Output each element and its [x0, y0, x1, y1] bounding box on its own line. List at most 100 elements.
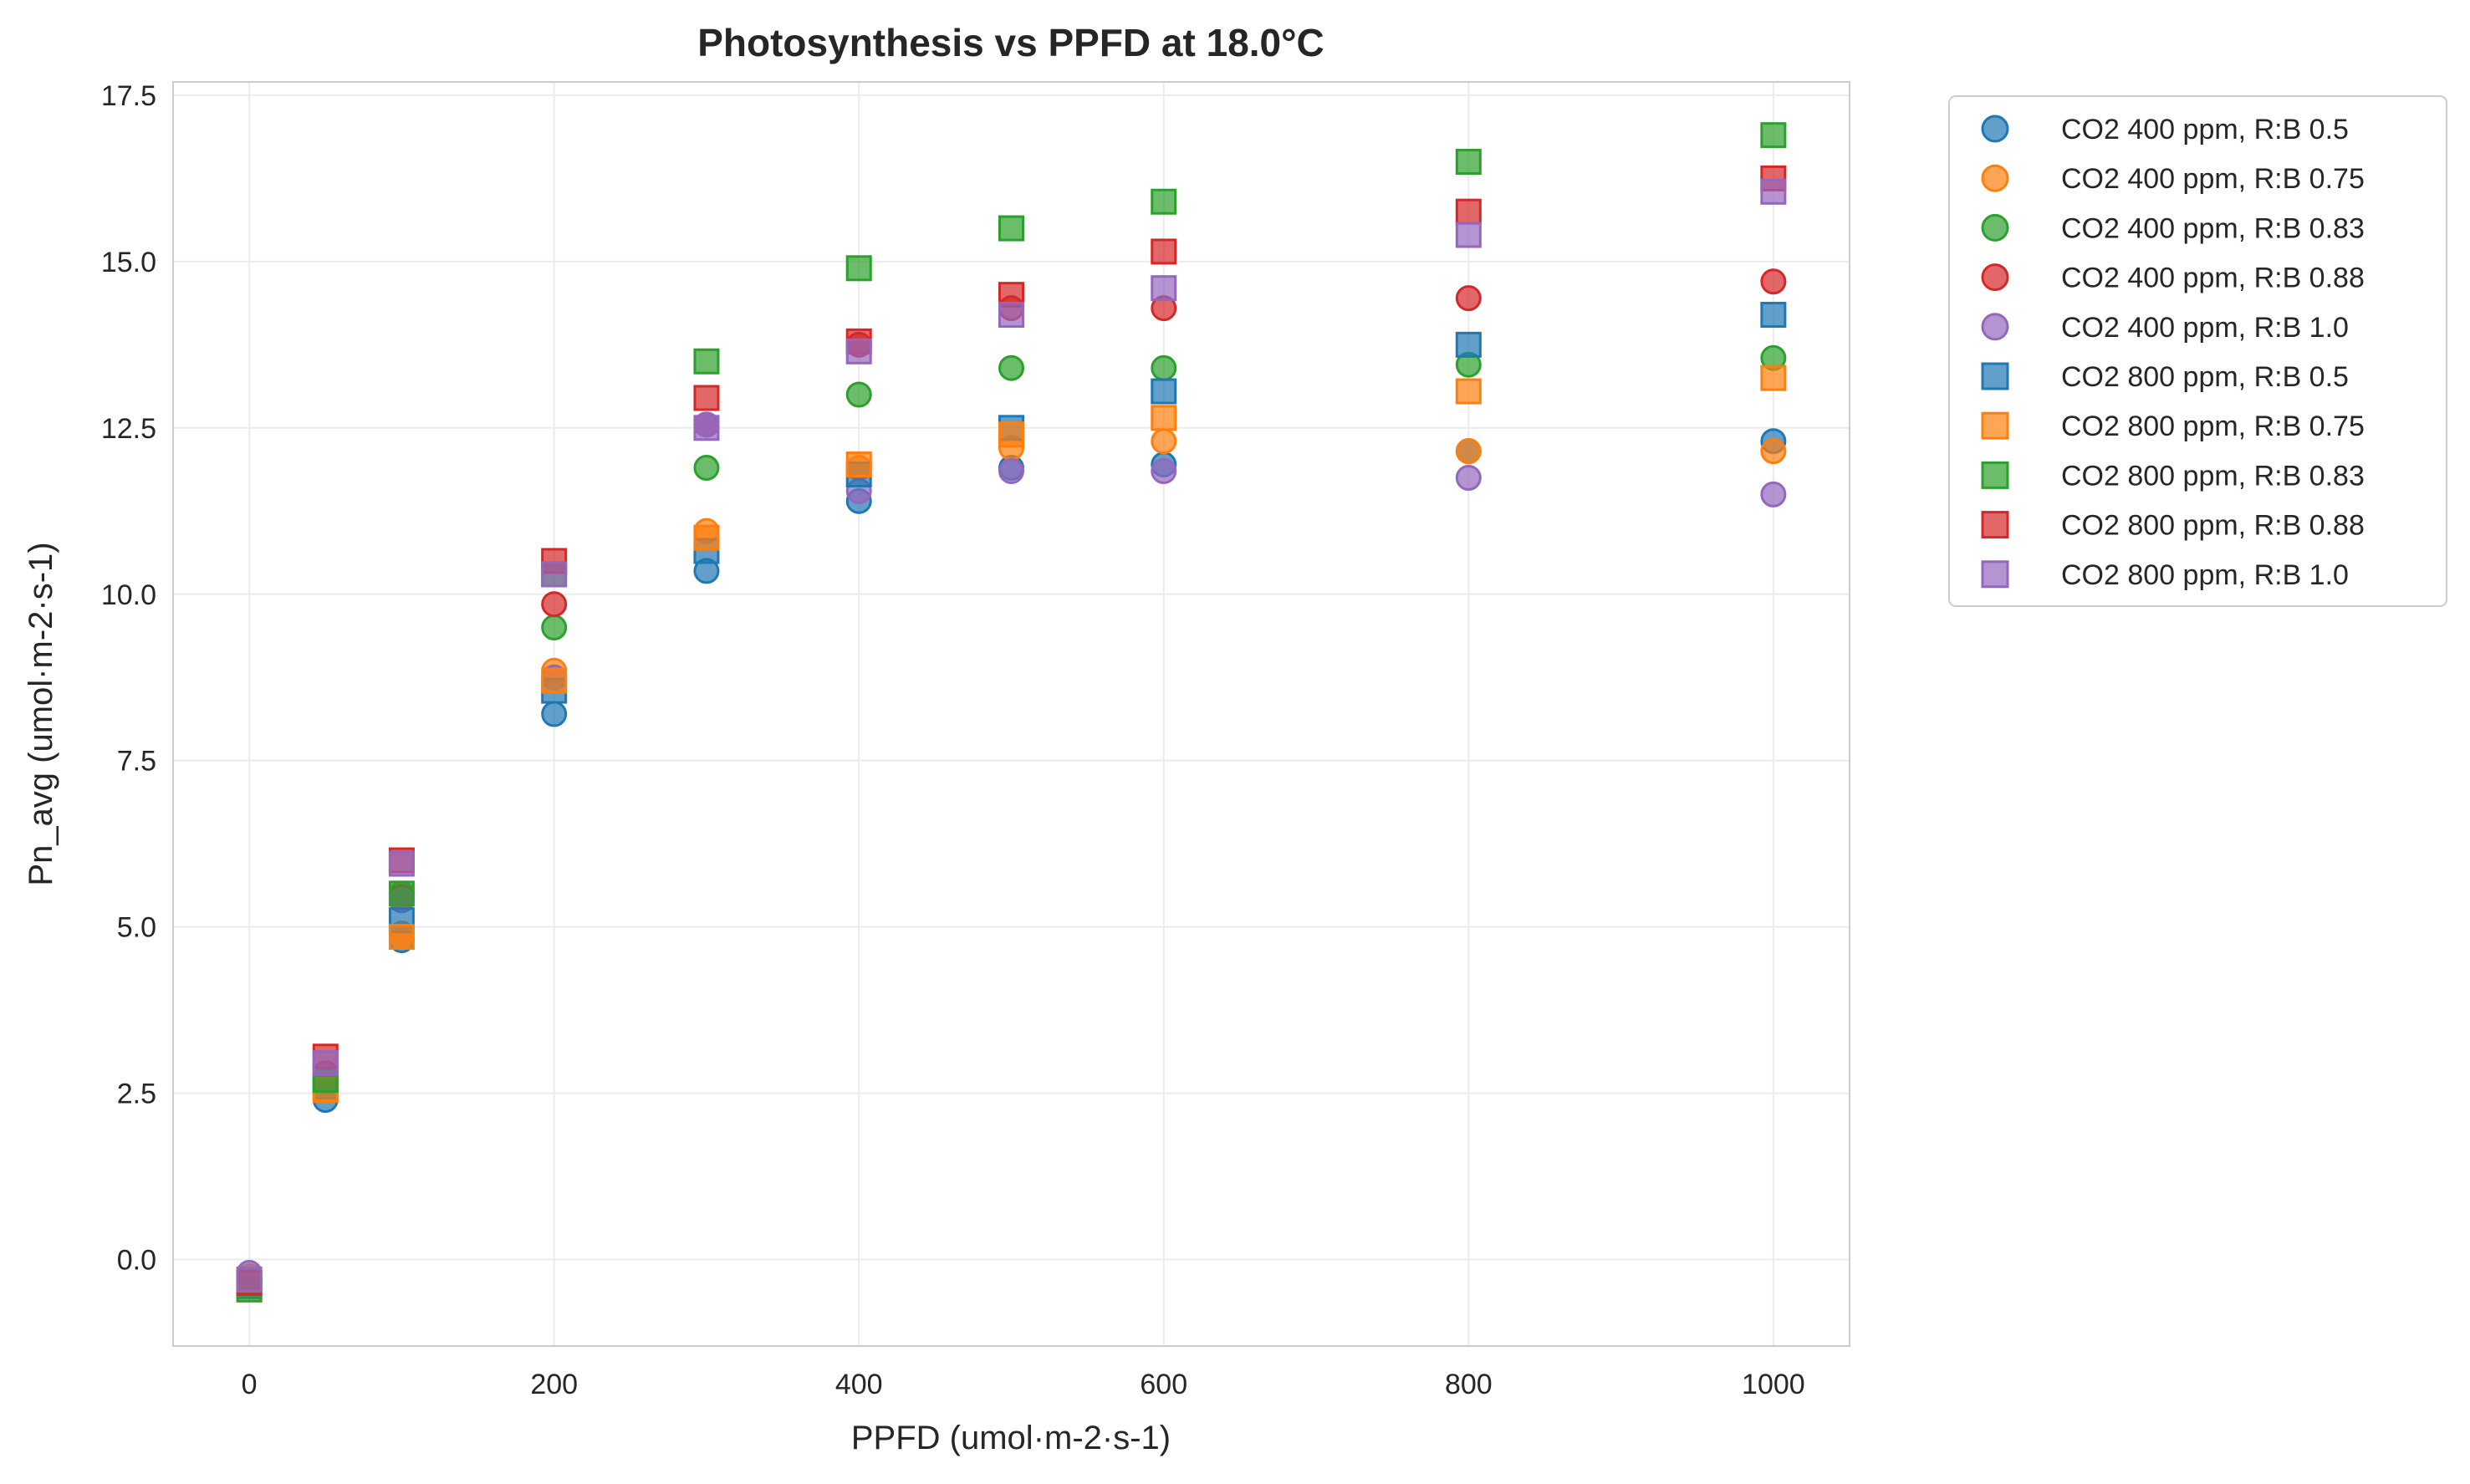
legend-item: CO2 400 ppm, R:B 1.0	[1981, 312, 2349, 344]
x-tick-label: 1000	[1742, 1369, 1805, 1400]
y-tick-label: 15.0	[101, 247, 156, 278]
data-point-circle	[541, 615, 568, 641]
data-point-square	[1760, 302, 1787, 329]
legend-marker-circle	[1981, 313, 2009, 341]
data-point-square	[1455, 198, 1482, 225]
legend-marker-circle	[1981, 213, 2009, 242]
data-point-square	[845, 338, 872, 365]
data-point-circle	[1151, 354, 1177, 381]
data-point-circle	[1760, 481, 1787, 507]
data-point-circle	[541, 591, 568, 618]
data-point-square	[1455, 148, 1482, 175]
legend-label: CO2 800 ppm, R:B 0.83	[2061, 460, 2365, 492]
data-point-square	[998, 302, 1024, 329]
data-point-square	[845, 451, 872, 478]
data-points	[236, 122, 1787, 1303]
data-point-circle	[1455, 438, 1482, 465]
data-point-square	[1760, 365, 1787, 391]
legend-marker-circle	[1981, 164, 2009, 192]
legend-item: CO2 800 ppm, R:B 1.0	[1981, 559, 2349, 591]
data-point-square	[236, 1266, 263, 1293]
data-point-square	[693, 415, 720, 441]
series-10	[236, 178, 1787, 1293]
x-tick-label: 600	[1140, 1369, 1187, 1400]
legend-item: CO2 800 ppm, R:B 0.5	[1981, 361, 2349, 393]
x-tick-label: 200	[530, 1369, 578, 1400]
x-tick-label: 800	[1445, 1369, 1493, 1400]
legend-label: CO2 400 ppm, R:B 0.88	[2061, 263, 2365, 294]
data-point-square	[845, 255, 872, 282]
data-point-square	[541, 561, 568, 588]
legend-marker-square	[1981, 411, 2009, 440]
data-point-square	[1151, 275, 1177, 302]
y-tick-label: 7.5	[117, 746, 156, 778]
legend-marker-circle	[1981, 115, 2009, 143]
data-point-square	[388, 924, 415, 951]
data-point-square	[1151, 405, 1177, 431]
legend-label: CO2 400 ppm, R:B 0.75	[2061, 163, 2365, 195]
data-point-square	[1151, 238, 1177, 265]
data-point-square	[1455, 222, 1482, 248]
legend-items: CO2 400 ppm, R:B 0.5 CO2 400 ppm, R:B 0.7…	[1981, 114, 2365, 591]
data-point-circle	[998, 354, 1024, 381]
x-axis-label: PPFD (umol·m-2·s-1)	[851, 1420, 1171, 1456]
data-point-square	[693, 348, 720, 375]
data-point-square	[998, 215, 1024, 242]
legend-label: CO2 800 ppm, R:B 0.5	[2061, 361, 2349, 393]
legend-item: CO2 400 ppm, R:B 0.83	[1981, 212, 2365, 244]
data-point-square	[1455, 331, 1482, 358]
legend-label: CO2 800 ppm, R:B 0.88	[2061, 510, 2365, 542]
data-point-square	[1760, 178, 1787, 205]
legend: CO2 400 ppm, R:B 0.5 CO2 400 ppm, R:B 0.7…	[1948, 95, 2447, 607]
legend-item: CO2 800 ppm, R:B 0.88	[1981, 510, 2365, 542]
legend-item: CO2 400 ppm, R:B 0.5	[1981, 114, 2349, 145]
legend-item: CO2 400 ppm, R:B 0.88	[1981, 263, 2365, 294]
legend-marker-square	[1981, 461, 2009, 489]
legend-box	[1948, 95, 2447, 607]
data-point-square	[1455, 378, 1482, 405]
legend-item: CO2 400 ppm, R:B 0.75	[1981, 163, 2365, 195]
data-point-circle	[541, 701, 568, 727]
data-point-square	[541, 667, 568, 694]
x-tick-label: 400	[835, 1369, 883, 1400]
data-point-circle	[693, 455, 720, 482]
data-point-square	[388, 850, 415, 877]
legend-marker-square	[1981, 560, 2009, 589]
data-point-circle	[845, 381, 872, 408]
legend-label: CO2 400 ppm, R:B 0.83	[2061, 212, 2365, 244]
x-tick-label: 0	[242, 1369, 258, 1400]
data-point-square	[998, 421, 1024, 448]
data-point-square	[693, 524, 720, 551]
legend-label: CO2 800 ppm, R:B 0.75	[2061, 411, 2365, 442]
data-point-circle	[998, 458, 1024, 485]
data-point-circle	[1151, 428, 1177, 455]
y-tick-label: 2.5	[117, 1079, 156, 1110]
data-point-circle	[1455, 285, 1482, 312]
legend-label: CO2 400 ppm, R:B 0.5	[2061, 114, 2349, 145]
y-tick-label: 17.5	[101, 80, 156, 112]
data-point-circle	[1760, 268, 1787, 295]
chart-title: Photosynthesis vs PPFD at 18.0°C	[697, 21, 1324, 64]
data-point-circle	[1455, 464, 1482, 491]
data-point-square	[312, 1050, 339, 1077]
legend-marker-square	[1981, 362, 2009, 390]
plot-frame	[172, 81, 1850, 1347]
y-tick-label: 5.0	[117, 912, 156, 944]
y-axis-label: Pn_avg (umol·m-2·s-1)	[23, 542, 59, 885]
data-point-circle	[1760, 438, 1787, 465]
legend-item: CO2 800 ppm, R:B 0.75	[1981, 411, 2365, 442]
data-point-square	[1151, 188, 1177, 215]
legend-item: CO2 800 ppm, R:B 0.83	[1981, 460, 2365, 492]
data-point-square	[1151, 378, 1177, 405]
data-point-square	[388, 880, 415, 907]
legend-marker-square	[1981, 511, 2009, 539]
y-tick-label: 0.0	[117, 1245, 156, 1277]
data-point-square	[1760, 122, 1787, 149]
legend-marker-circle	[1981, 263, 2009, 292]
axis-ticks: 0 200 400 600 800 1000 0.0 2.5 5.0 7.5 10.0 12.5 15.…	[101, 80, 1805, 1400]
y-tick-label: 10.0	[101, 579, 156, 611]
data-point-circle	[1151, 458, 1177, 485]
grid	[173, 82, 1850, 1346]
